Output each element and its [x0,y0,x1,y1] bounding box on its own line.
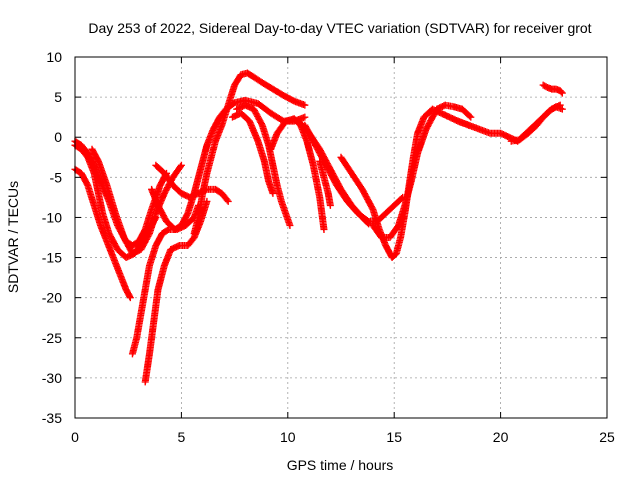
series-arc-15 [316,157,334,209]
series-arc-20 [539,81,566,97]
x-axis-label: GPS time / hours [287,457,394,473]
data-point [286,221,294,229]
axis-ticks [74,56,608,419]
y-axis-label: SDTVAR / TECUs [5,181,21,293]
x-tick-label: 5 [178,429,186,445]
data-point [466,112,474,120]
data-point [301,101,309,109]
series-arc-14 [294,117,373,228]
series-arc-19 [507,103,566,145]
data-point [467,113,475,121]
series-arc-5 [128,201,202,358]
data-point [126,294,134,302]
data-point [176,163,184,171]
x-tick-label: 25 [599,429,615,445]
data-point [301,113,309,121]
data-point [320,225,328,233]
data-point [558,89,566,97]
data-point [364,219,372,227]
y-tick-label: 0 [54,129,62,145]
x-tick-label: 10 [280,429,296,445]
data-point [177,161,185,169]
y-tick-label: -30 [42,370,62,386]
y-tick-label: -5 [50,169,63,185]
y-tick-labels: -35 -30 -25 -20 -15 -10 -5 0 5 10 [42,49,62,426]
y-tick-label: -15 [42,250,62,266]
y-tick-label: -35 [42,410,62,426]
y-tick-label: -10 [42,209,62,225]
data-point [224,197,232,205]
data-point [126,292,134,300]
grid [75,57,607,418]
x-tick-label: 15 [386,429,402,445]
data-point [365,220,373,228]
x-tick-labels: 0 5 10 15 20 25 [71,429,615,445]
series-arc-10 [228,109,277,197]
x-tick-label: 0 [71,429,79,445]
data-point [557,88,565,96]
series-arc-3 [71,165,134,302]
y-tick-label: 5 [54,89,62,105]
series-arc-7 [148,96,309,233]
plot-frame [74,56,608,419]
data-point [558,105,566,113]
y-tick-label: 10 [46,49,62,65]
data-point [269,189,277,197]
series-arc-17 [369,101,475,241]
series-arc-6 [141,197,211,386]
chart-title: Day 253 of 2022, Sidereal Day-to-day VTE… [88,20,591,36]
plot-series [71,69,566,386]
data-point [223,196,231,204]
series-arc-11 [233,101,294,229]
y-tick-label: -20 [42,290,62,306]
data-point [326,201,334,209]
x-tick-label: 20 [493,429,509,445]
y-tick-label: -25 [42,330,62,346]
series-arc-9 [190,69,309,237]
